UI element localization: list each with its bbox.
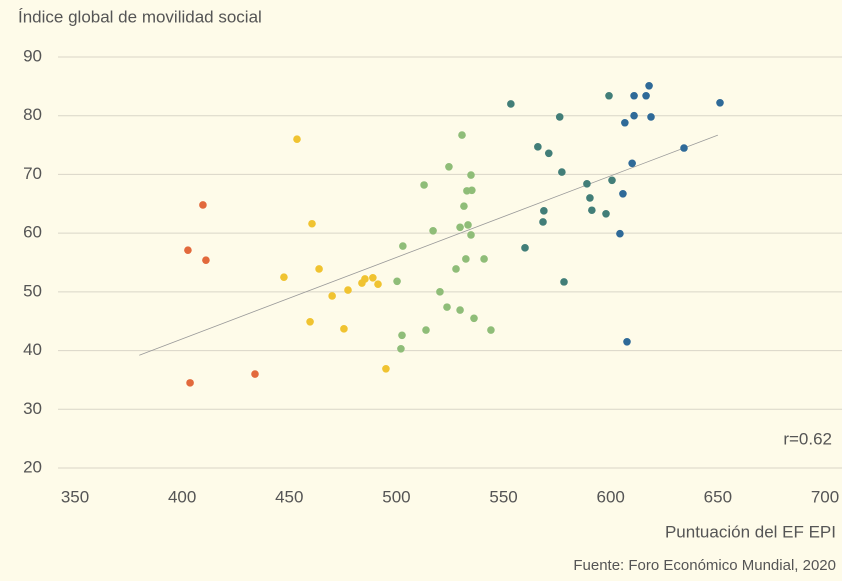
point — [470, 314, 478, 323]
point — [462, 255, 470, 263]
point — [202, 256, 210, 264]
x-tick-label: 450 — [275, 487, 303, 506]
point — [560, 278, 568, 286]
y-tick-label: 90 — [23, 46, 42, 65]
point — [199, 201, 207, 209]
point — [456, 223, 464, 232]
point — [393, 277, 401, 286]
x-tick-label: 700 — [811, 487, 839, 506]
point — [468, 186, 476, 195]
point — [588, 206, 596, 215]
point — [184, 246, 192, 254]
point — [621, 118, 629, 127]
x-axis-label: Puntuación del EF EPI — [665, 522, 836, 541]
point — [429, 226, 437, 235]
point — [534, 143, 542, 151]
point — [458, 131, 466, 139]
point — [586, 194, 594, 202]
y-tick-label: 20 — [23, 457, 42, 476]
point — [480, 255, 488, 263]
point — [619, 190, 627, 198]
point — [645, 81, 653, 90]
point — [467, 231, 475, 239]
x-tick-label: 650 — [704, 487, 732, 506]
trend-line — [139, 134, 718, 356]
point — [443, 303, 451, 311]
point — [583, 180, 591, 188]
point — [308, 219, 316, 228]
point — [397, 345, 405, 353]
point — [540, 207, 548, 215]
point — [328, 292, 336, 300]
point — [251, 370, 259, 378]
x-tick-label: 500 — [382, 487, 410, 506]
point — [361, 275, 369, 283]
point — [280, 273, 288, 281]
point — [186, 379, 194, 387]
point — [436, 288, 444, 296]
point — [306, 318, 314, 326]
y-tick-label: 30 — [23, 399, 42, 418]
annotation: r=0.62 — [783, 429, 832, 448]
point — [315, 265, 323, 273]
point — [623, 337, 631, 346]
point — [460, 202, 468, 210]
point — [467, 171, 475, 179]
point — [630, 91, 638, 100]
point — [344, 286, 352, 294]
x-tick-label: 600 — [597, 487, 625, 506]
point — [487, 326, 495, 334]
y-tick-label: 80 — [23, 105, 42, 124]
point — [445, 162, 453, 171]
x-tick-label: 550 — [489, 487, 517, 506]
point — [340, 325, 348, 333]
point — [544, 149, 553, 158]
point — [628, 159, 636, 168]
point — [293, 135, 301, 143]
point — [608, 176, 616, 185]
point — [630, 111, 638, 120]
point — [456, 306, 464, 314]
point — [642, 91, 650, 100]
point — [507, 100, 515, 108]
point — [605, 91, 613, 100]
point — [647, 113, 655, 121]
y-tick-label: 70 — [23, 164, 42, 183]
point — [539, 218, 547, 226]
source: Fuente: Foro Económico Mundial, 2020 — [573, 557, 836, 574]
x-tick-label: 400 — [168, 487, 196, 506]
y-tick-label: 50 — [23, 281, 42, 300]
point — [558, 168, 566, 176]
point — [555, 113, 564, 121]
point — [369, 273, 377, 282]
point — [616, 229, 624, 238]
y-tick-label: 40 — [23, 340, 42, 359]
point — [452, 265, 460, 273]
point — [374, 280, 382, 289]
y-tick-label: 60 — [23, 223, 42, 242]
point — [464, 221, 472, 229]
point — [398, 331, 406, 340]
point — [680, 144, 688, 152]
x-tick-label: 350 — [61, 487, 89, 506]
point — [521, 244, 529, 252]
point — [399, 242, 407, 250]
point — [716, 98, 724, 107]
point — [420, 181, 428, 189]
point — [422, 326, 430, 334]
point — [382, 364, 390, 373]
y-axis-label: Índice global de movilidad social — [18, 7, 262, 26]
point — [602, 209, 610, 218]
